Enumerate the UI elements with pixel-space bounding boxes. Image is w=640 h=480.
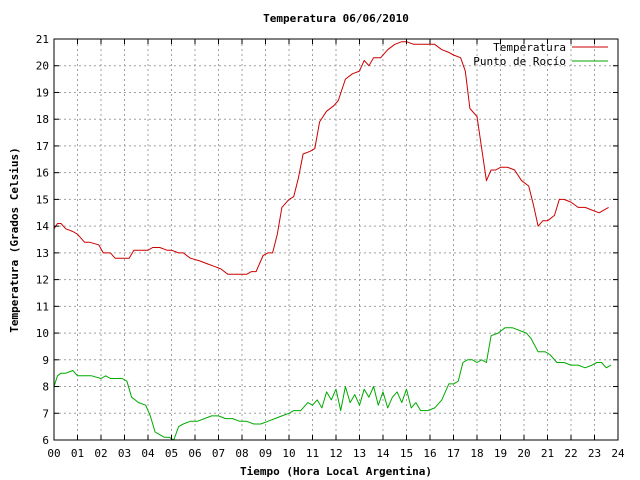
x-tick-label: 20	[517, 447, 530, 460]
series-line-punto-de-rocio	[53, 327, 612, 441]
x-tick-label: 14	[376, 447, 390, 460]
x-tick-label: 01	[71, 447, 84, 460]
y-axis-label: Temperatura (Grados Celsius)	[8, 147, 21, 332]
y-tick-label: 17	[36, 140, 49, 153]
y-tick-label: 12	[36, 274, 49, 287]
x-tick-label: 05	[165, 447, 178, 460]
y-tick-label: 15	[36, 193, 49, 206]
x-tick-label: 03	[118, 447, 131, 460]
x-tick-label: 15	[400, 447, 413, 460]
y-tick-label: 20	[36, 60, 49, 73]
x-tick-label: 12	[329, 447, 342, 460]
x-tick-label: 16	[423, 447, 436, 460]
x-axis-label: Tiempo (Hora Local Argentina)	[240, 465, 432, 478]
x-tick-label: 00	[47, 447, 60, 460]
y-tick-label: 11	[36, 300, 49, 313]
x-tick-label: 17	[447, 447, 460, 460]
legend-label: Punto de Rocío	[473, 55, 566, 68]
series-lines	[53, 41, 612, 441]
x-tick-label: 13	[353, 447, 366, 460]
x-tick-label: 24	[611, 447, 625, 460]
y-tick-label: 16	[36, 167, 49, 180]
x-tick-label: 18	[470, 447, 483, 460]
y-tick-label: 21	[36, 33, 49, 46]
y-tick-label: 7	[42, 407, 49, 420]
x-tick-label: 22	[564, 447, 577, 460]
x-tick-label: 04	[141, 447, 155, 460]
x-tick-label: 21	[541, 447, 554, 460]
y-tick-label: 10	[36, 327, 49, 340]
grid-lines	[54, 39, 618, 440]
legend-label: Temperatura	[493, 41, 566, 54]
y-tick-label: 8	[42, 381, 49, 394]
y-tick-label: 6	[42, 434, 49, 447]
x-tick-label: 06	[188, 447, 201, 460]
x-tick-label: 19	[494, 447, 507, 460]
y-axis-ticks: 6 7 8 9 10 11 12 13 14 15 16 17 18 19 20 21	[36, 33, 618, 447]
y-tick-label: 19	[36, 86, 49, 99]
y-tick-label: 14	[36, 220, 50, 233]
x-tick-label: 02	[94, 447, 107, 460]
x-tick-label: 07	[212, 447, 225, 460]
y-tick-label: 13	[36, 247, 49, 260]
chart-title: Temperatura 06/06/2010	[263, 12, 409, 25]
y-tick-label: 18	[36, 113, 49, 126]
x-tick-label: 11	[306, 447, 319, 460]
x-tick-label: 10	[282, 447, 295, 460]
series-line-temperatura	[53, 41, 609, 275]
x-axis-ticks: 00 01 02 03 04 05 06 07 08 09 10 11 12 13 14 15 16 17 18 19…	[47, 39, 625, 460]
x-tick-label: 09	[259, 447, 272, 460]
x-tick-label: 08	[235, 447, 248, 460]
x-tick-label: 23	[588, 447, 601, 460]
y-tick-label: 9	[42, 354, 49, 367]
